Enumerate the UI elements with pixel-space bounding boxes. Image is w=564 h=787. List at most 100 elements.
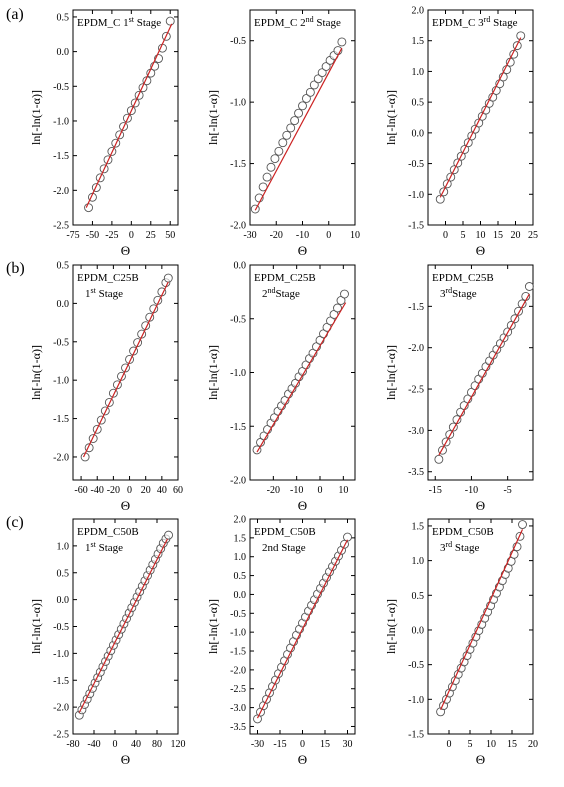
y-tick-label: 0.0 xyxy=(412,128,425,139)
y-tick-label: -0.5 xyxy=(408,159,424,170)
data-point xyxy=(163,273,173,283)
fit-line xyxy=(85,23,173,208)
data-point xyxy=(337,37,347,47)
y-tick-label: 0.0 xyxy=(57,47,70,58)
panel-title: EPDM_C 1st Stage xyxy=(77,15,161,29)
y-tick-label: -2.5 xyxy=(53,221,69,232)
y-tick-label: -0.5 xyxy=(230,36,246,47)
x-tick-label: 60 xyxy=(173,485,183,496)
x-tick-label: 25 xyxy=(528,230,538,241)
x-tick-label: 20 xyxy=(528,739,538,750)
panel-2-0: -80 -40 0 40 80 120 -2.5 -2.0 -1.5 -1.0 -0.5 0.0 0.5… xyxy=(29,518,186,767)
y-tick-label: 0.0 xyxy=(57,595,70,606)
y-tick-label: -0.5 xyxy=(230,609,246,620)
panel-1-0: -60 -40 -20 0 20 40 60 -2.0 -1.5 -1.0 -0.5 0.0 0.5 Θl… xyxy=(29,261,183,514)
data-point xyxy=(502,65,512,75)
y-axis-label: ln[-ln(1-α)] xyxy=(29,90,43,145)
x-tick-label: 5 xyxy=(461,230,466,241)
x-tick-label: -25 xyxy=(105,230,118,241)
x-tick-label: 0 xyxy=(447,739,452,750)
y-tick-label: 1.5 xyxy=(412,521,425,532)
x-tick-label: -5 xyxy=(503,485,511,496)
panel-title: 2nd Stage xyxy=(262,542,306,554)
x-tick-label: -15 xyxy=(429,485,442,496)
panel-0-2: 0 5 10 15 20 25 -1.5 -1.0 -0.5 0.0 0.5 1.0 1.5 2.0 Θln… xyxy=(384,6,538,259)
x-tick-label: 0 xyxy=(127,485,132,496)
y-tick-label: 1.5 xyxy=(234,533,247,544)
x-tick-label: 40 xyxy=(157,485,167,496)
y-tick-label: -1.0 xyxy=(53,376,69,387)
panel-1-1: -20 -10 0 10 -2.0 -1.5 -1.0 -0.5 0.0 Θln[-ln(1-α)… xyxy=(206,261,356,513)
y-tick-label: -3.0 xyxy=(230,703,246,714)
panel-title: 3rd Stage xyxy=(440,540,479,554)
fit-line xyxy=(438,293,530,456)
data-point xyxy=(321,62,331,71)
panel-title: 3rdStage xyxy=(440,286,477,300)
panel-title: EPDM_C 2nd Stage xyxy=(254,15,341,29)
x-axis-label: Θ xyxy=(121,243,130,258)
y-tick-label: -1.0 xyxy=(230,628,246,639)
panel-2-2: 0 5 10 15 20 -1.5 -1.0 -0.5 0.0 0.5 1.0 1.5 Θln[-ln(… xyxy=(384,518,538,767)
x-tick-label: -40 xyxy=(91,485,104,496)
x-tick-label: -80 xyxy=(66,739,79,750)
fit-line xyxy=(256,302,347,453)
data-point xyxy=(313,74,323,84)
y-tick-label: -1.5 xyxy=(230,422,246,433)
data-point xyxy=(333,303,342,313)
y-tick-label: -0.5 xyxy=(53,337,69,348)
y-tick-label: -1.5 xyxy=(230,159,246,170)
data-point xyxy=(518,520,527,529)
x-tick-label: -50 xyxy=(86,230,99,241)
y-tick-label: -2.0 xyxy=(53,452,69,463)
data-point xyxy=(343,532,352,542)
y-axis-label: ln[-ln(1-α)] xyxy=(206,90,220,145)
y-tick-label: -1.0 xyxy=(230,368,246,379)
data-point xyxy=(524,282,534,291)
data-point xyxy=(305,87,315,97)
x-tick-label: 0 xyxy=(113,739,118,750)
data-point xyxy=(516,31,526,41)
y-tick-label: -1.0 xyxy=(53,116,69,127)
panel-title: 2ndStage xyxy=(262,286,300,300)
x-axis-label: Θ xyxy=(298,243,307,258)
panel-title: EPDM_C25B xyxy=(77,272,139,284)
y-tick-label: -2.0 xyxy=(230,221,246,232)
data-point xyxy=(262,172,272,182)
y-tick-label: 0.0 xyxy=(57,299,70,310)
panel-title: EPDM_C 3rd Stage xyxy=(432,15,518,29)
y-tick-label: -1.0 xyxy=(53,649,69,660)
x-tick-label: 80 xyxy=(152,739,162,750)
x-tick-label: 25 xyxy=(146,230,156,241)
y-tick-label: -2.0 xyxy=(230,476,246,487)
x-tick-label: 30 xyxy=(343,739,353,750)
data-point xyxy=(164,530,174,540)
y-tick-label: 0.0 xyxy=(234,261,247,272)
data-point xyxy=(340,289,349,299)
x-tick-label: 10 xyxy=(476,230,486,241)
x-tick-label: 120 xyxy=(171,739,186,750)
x-tick-label: 15 xyxy=(493,230,503,241)
y-tick-label: -2.0 xyxy=(408,343,424,354)
fit-line xyxy=(256,539,349,719)
y-axis-label: ln[-ln(1-α)] xyxy=(206,345,220,400)
y-tick-label: -2.0 xyxy=(53,186,69,197)
x-tick-label: -20 xyxy=(267,485,280,496)
panel-1-2: -15 -10 -5 -3.5 -3.0 -2.5 -2.0 -1.5 Θln[-ln(1-α)… xyxy=(384,264,534,513)
y-tick-label: 0.0 xyxy=(234,590,247,601)
y-tick-label: 0.5 xyxy=(57,261,70,272)
y-tick-label: -2.5 xyxy=(408,385,424,396)
data-point xyxy=(286,123,296,133)
x-tick-label: -30 xyxy=(251,739,264,750)
y-tick-label: -2.0 xyxy=(53,703,69,714)
panel-0-1: -30 -20 -10 0 10 -2.0 -1.5 -1.0 -0.5 Θln[-ln(1-α)… xyxy=(206,9,360,258)
panel-2-1: -30 -15 0 15 30 -3.5 -3.0 -2.5 -2.0 -1.5 -1.0 -0.5 0… xyxy=(206,515,356,767)
y-tick-label: -1.5 xyxy=(230,647,246,658)
y-tick-label: 1.0 xyxy=(412,556,425,567)
panel-title: EPDM_C50B xyxy=(254,526,316,538)
x-axis-label: Θ xyxy=(121,498,130,513)
y-tick-label: 1.5 xyxy=(412,36,425,47)
data-point xyxy=(435,194,445,204)
x-tick-label: 15 xyxy=(507,739,517,750)
x-tick-label: 10 xyxy=(338,485,348,496)
y-tick-label: 0.5 xyxy=(412,591,425,602)
